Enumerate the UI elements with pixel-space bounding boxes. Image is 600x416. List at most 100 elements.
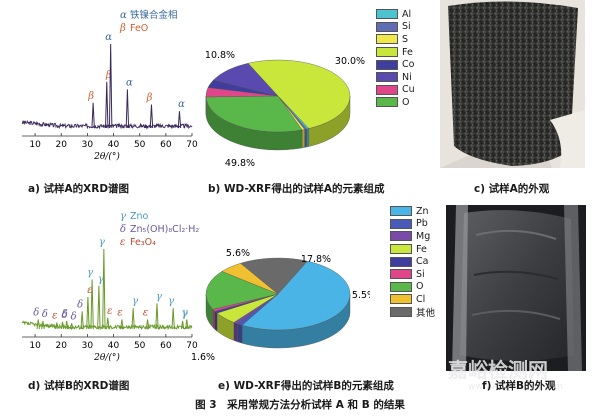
legend-item: O [390, 281, 435, 294]
caption-c: c) 试样A的外观 [474, 183, 550, 195]
legend-swatch [376, 21, 398, 32]
pie-slice-Ni [213, 63, 279, 97]
legend-text: Zn₅(OH)₈Cl₂·H₂O [130, 224, 200, 235]
legend-swatch [376, 97, 398, 108]
legend-label: Al [402, 8, 412, 20]
x-tick-label: 10 [29, 341, 41, 351]
legend-swatch [376, 34, 398, 45]
x-axis-label: 2θ/(°) [93, 352, 120, 363]
pie-chart-b: 49.8% 30.0% 10.8% [205, 50, 365, 169]
pie-side [233, 322, 238, 343]
peak-label: β [146, 92, 153, 103]
legend-item: 其他 [390, 306, 435, 319]
xrd-peak [185, 319, 189, 330]
legend-label: Ni [402, 71, 412, 83]
pie-slice-Fe [247, 59, 351, 129]
peak-label: γ [87, 267, 93, 278]
pie-label: 5.6% [226, 248, 250, 259]
legend-label: Fe [402, 46, 413, 58]
photo-sample-a [440, 0, 585, 168]
peak-label: γ [99, 237, 105, 248]
legend-item: Cl [390, 293, 435, 306]
legend-item: Ca [390, 255, 435, 268]
xrd-peak [55, 322, 59, 330]
xrd-peak [97, 285, 101, 330]
legend-label: Cl [416, 293, 426, 305]
watermark-en: www.AnyTesting.com [468, 382, 564, 392]
pie-side [306, 128, 309, 148]
legend-symbol: δ [120, 224, 126, 235]
pie-label: 51.6% [190, 352, 215, 363]
peak-label: γ [98, 274, 104, 285]
xrd-peak [90, 279, 94, 330]
peak-label: ε [107, 306, 112, 317]
x-tick-label: 30 [82, 341, 94, 351]
legend-item: Ni [376, 71, 415, 84]
x-tick-label: 60 [160, 140, 172, 150]
legend-symbol: β [119, 23, 126, 34]
x-tick-label: 20 [56, 140, 68, 150]
legend-label: O [416, 281, 424, 293]
x-tick-label: 40 [108, 140, 120, 150]
xrd-peak [125, 89, 130, 129]
pie-slice-其他 [240, 257, 308, 295]
legend-e: Zn Pb Mg Fe Ca Si O Cl 其他 [390, 205, 435, 319]
legend-swatch [390, 256, 412, 267]
legend-item: O [376, 96, 415, 109]
peak-label: ε [143, 307, 148, 318]
caption-d: d) 试样B的XRD谱图 [28, 380, 130, 392]
peak-label: α [178, 99, 185, 110]
xrd-peak [180, 320, 185, 330]
legend-swatch [376, 9, 398, 20]
xrd-peak [155, 303, 159, 330]
xrd-peak [120, 319, 124, 330]
pie-side [301, 129, 305, 149]
peak-label: δ [42, 309, 48, 320]
legend-item: Fe [376, 46, 415, 59]
legend-label: O [402, 96, 410, 108]
legend-item: Fe [390, 243, 435, 256]
caption-f: f) 试样B的外观 [482, 380, 556, 392]
legend-text: 铁镍合金相 [130, 9, 178, 21]
xrd-trace [21, 119, 193, 130]
legend-symbol: γ [120, 211, 126, 222]
xrd-peak [60, 321, 65, 330]
pie-label: 49.8% [225, 158, 255, 169]
peak-label: γ [168, 296, 174, 307]
peak-label: β [87, 91, 94, 102]
x-tick-label: 50 [134, 140, 146, 150]
legend-item: Pb [390, 218, 435, 231]
xrd-peak [131, 308, 135, 330]
pie-slice-O [205, 95, 303, 133]
xrd-peak [80, 311, 84, 330]
peak-label: α [105, 32, 112, 43]
peak-label: ε [52, 311, 57, 322]
peak-label: δ [62, 310, 68, 321]
legend-swatch [390, 269, 412, 280]
legend-swatch [390, 294, 412, 305]
legend-swatch [390, 231, 412, 242]
pie-label: 30.0% [335, 56, 365, 67]
dark-lump-image [446, 205, 586, 371]
legend-symbol: α [120, 10, 127, 21]
xrd-peak [102, 248, 106, 330]
peak-label: γ [182, 309, 188, 320]
x-tick-label: 50 [134, 341, 146, 351]
xrd-peak [91, 102, 95, 129]
legend-item: Cu [376, 84, 415, 97]
xrd-peak [105, 81, 109, 129]
legend-text: Zno [130, 211, 149, 222]
legend-swatch [390, 206, 412, 217]
legend-label: Co [402, 59, 415, 71]
x-axis-label: 2θ/(°) [93, 151, 120, 162]
legend-item: Al [376, 8, 415, 21]
pie-side [237, 323, 243, 344]
pie-side [212, 308, 216, 330]
peak-label: δ [77, 299, 83, 310]
legend-swatch [376, 47, 398, 58]
legend-swatch [390, 281, 412, 292]
legend-label: Ca [416, 256, 429, 268]
legend-swatch [390, 307, 412, 318]
legend-b: Al Si S Fe Co Ni Cu O [376, 8, 415, 109]
legend-label: Zn [416, 205, 429, 217]
